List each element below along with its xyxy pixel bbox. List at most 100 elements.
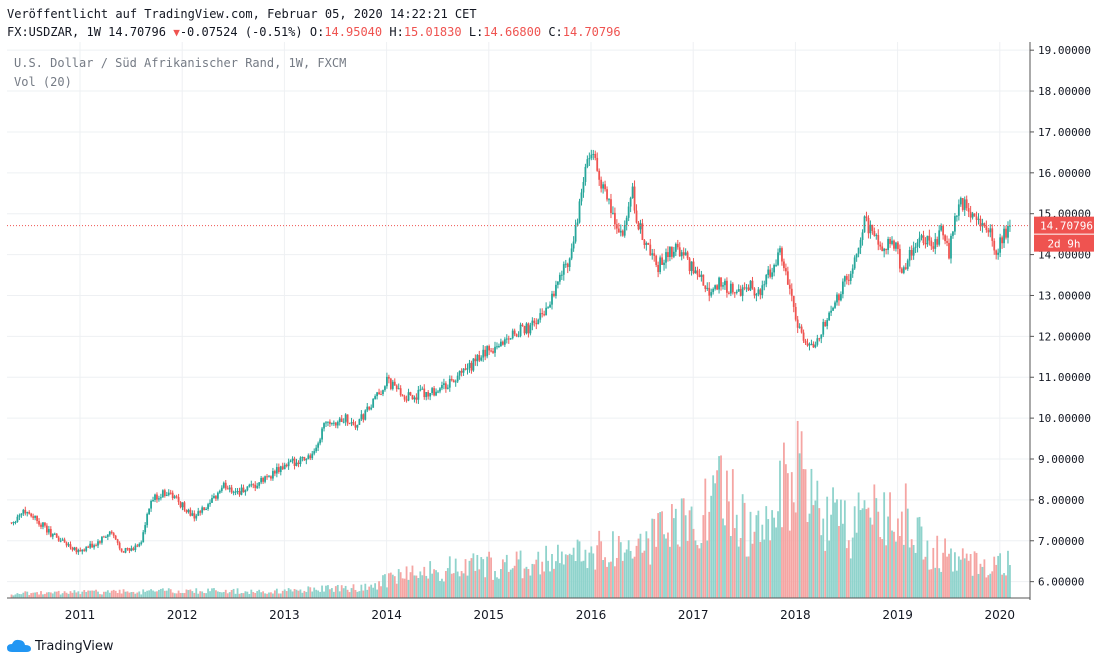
candle-body <box>254 484 257 488</box>
volume-bar <box>511 568 514 598</box>
volume-bar <box>77 591 80 598</box>
volume-bar <box>696 545 699 598</box>
volume-bar <box>403 578 406 598</box>
symbol-legend[interactable]: U.S. Dollar / Süd Afrikanischer Rand, 1W… <box>14 56 347 70</box>
volume-bar <box>602 560 605 598</box>
candle-body <box>16 516 19 522</box>
volume-bar <box>558 563 561 598</box>
volume-bar <box>619 542 622 598</box>
candle-body <box>812 343 815 348</box>
volume-bar <box>179 592 182 598</box>
volume-bar <box>989 573 992 598</box>
candle-body <box>773 265 775 273</box>
volume-bar <box>904 483 907 598</box>
candle-body <box>118 542 121 549</box>
volume-bar <box>260 592 263 598</box>
candle-body <box>415 397 418 400</box>
candle-body <box>761 285 764 296</box>
close-label: C: <box>548 25 563 39</box>
volume-bar <box>152 590 154 598</box>
candle-body <box>348 423 351 425</box>
candle-body <box>91 543 94 548</box>
volume-bar <box>266 593 268 598</box>
volume-legend[interactable]: Vol (20) <box>14 75 72 89</box>
volume-bar <box>773 517 775 598</box>
volume-bar <box>384 574 386 598</box>
volume-bar <box>606 566 608 598</box>
volume-bar <box>963 558 966 598</box>
volume-bar <box>248 593 251 598</box>
volume-bar <box>716 470 718 598</box>
volume-bar <box>727 501 730 598</box>
candle-body <box>163 490 166 496</box>
candle-body <box>321 428 323 440</box>
volume-bar <box>374 583 377 598</box>
candle-body <box>1003 228 1005 244</box>
x-tick-label: 2017 <box>678 608 709 622</box>
volume-bar <box>983 559 986 598</box>
volume-bar <box>411 565 414 598</box>
volume-bar <box>213 588 215 598</box>
candle-body <box>342 421 345 423</box>
volume-bar <box>437 572 439 598</box>
candle-body <box>924 242 927 245</box>
candle-body <box>775 264 777 266</box>
volume-bar <box>938 568 941 598</box>
candle-body <box>777 252 779 265</box>
volume-bar <box>498 578 500 598</box>
volume-bar <box>500 569 502 598</box>
volume-bar <box>215 590 217 598</box>
candle-body <box>792 295 795 307</box>
candle-body <box>195 515 198 519</box>
candle-body <box>716 285 718 290</box>
candle-body <box>503 339 506 345</box>
candle-body <box>1007 226 1009 238</box>
volume-bar <box>490 557 492 598</box>
candle-body <box>65 542 68 546</box>
candle-body <box>216 492 219 499</box>
candle-body <box>722 285 724 287</box>
candle-body <box>260 478 263 483</box>
volume-bar <box>828 540 831 598</box>
candle-body <box>240 487 243 495</box>
volume-bar <box>771 510 774 598</box>
candle-body <box>165 495 168 497</box>
volume-bar <box>747 556 750 598</box>
volume-bar <box>10 594 13 598</box>
volume-bar <box>509 569 512 598</box>
volume-bar <box>887 516 889 598</box>
volume-bar <box>720 455 722 598</box>
volume-bar <box>99 594 101 598</box>
candle-body <box>893 240 895 249</box>
volume-bar <box>973 551 976 598</box>
candle-body <box>814 344 817 348</box>
candle-body <box>769 269 772 277</box>
candle-body <box>838 294 840 301</box>
volume-bar <box>926 540 929 598</box>
candle-body <box>631 186 634 199</box>
volume-bar <box>843 500 846 598</box>
candle-body <box>537 319 540 325</box>
volume-bar <box>885 545 888 598</box>
candle-body <box>448 378 451 388</box>
volume-bar <box>533 564 536 598</box>
volume-bar <box>175 593 178 598</box>
candle-body <box>818 338 821 340</box>
volume-bar <box>197 593 200 598</box>
candle-body <box>466 367 469 370</box>
volume-bar <box>1009 565 1011 598</box>
volume-bar <box>366 589 369 598</box>
volume-bar <box>18 594 21 598</box>
volume-bar <box>950 548 952 598</box>
tradingview-logo[interactable]: TradingView <box>7 636 114 656</box>
candle-body <box>258 482 261 486</box>
volume-bar <box>242 593 245 598</box>
volume-bar <box>889 492 891 598</box>
candle-body <box>973 213 976 217</box>
candle-body <box>437 391 439 393</box>
candle-body <box>73 547 76 550</box>
candle-body <box>802 332 805 341</box>
volume-bar <box>303 590 306 598</box>
candle-body <box>277 467 280 473</box>
